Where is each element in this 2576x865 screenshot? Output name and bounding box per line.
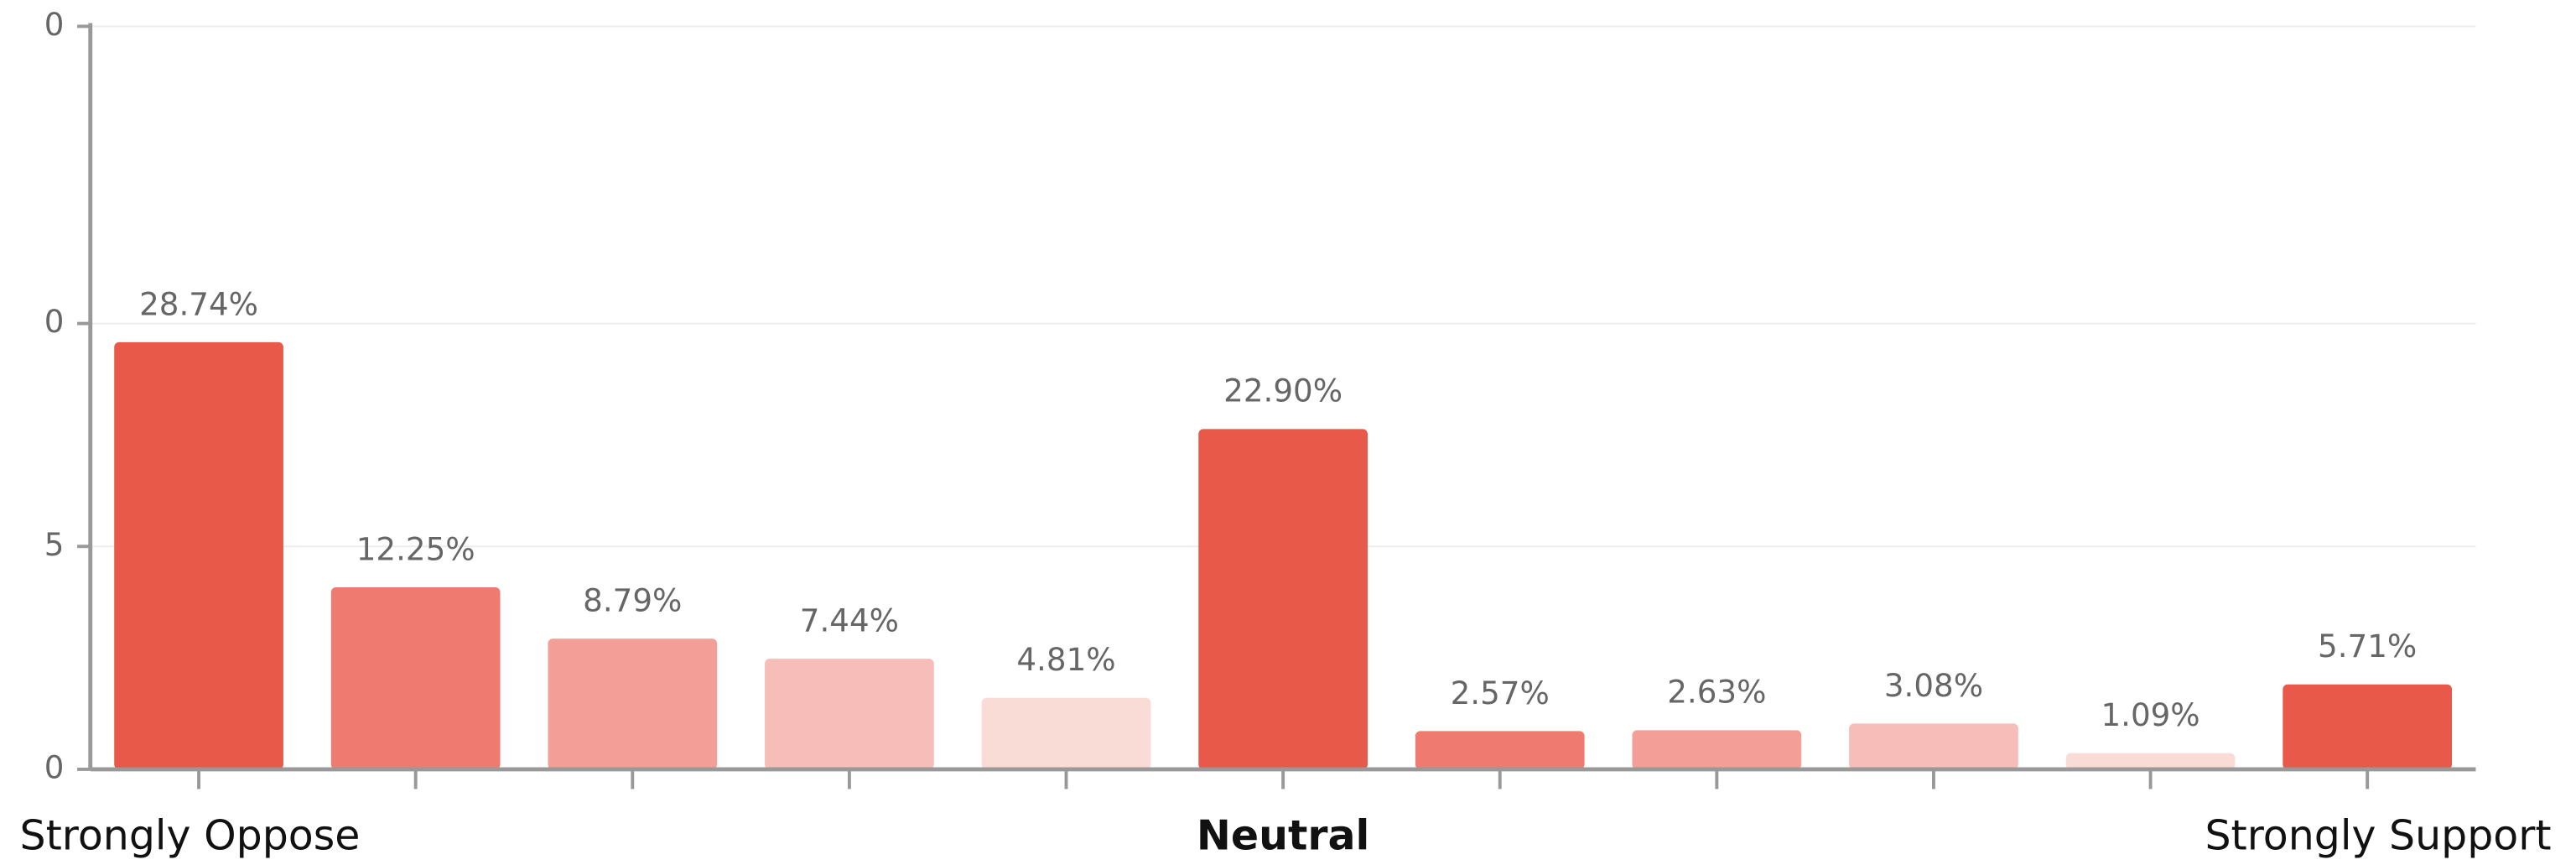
x-tick-label: Strongly Support	[2205, 812, 2551, 860]
value-label: 7.44%	[800, 602, 899, 639]
bar	[2065, 753, 2236, 769]
y-tick-label: 0	[44, 6, 65, 43]
bar	[330, 586, 501, 769]
bar	[981, 697, 1151, 769]
value-label: 4.81%	[1016, 641, 1115, 678]
bar	[2283, 684, 2453, 769]
x-tick-label: Strongly Oppose	[20, 812, 361, 860]
value-label: 22.90%	[1223, 373, 1343, 409]
y-tick-label: 0	[44, 303, 65, 340]
value-label: 2.57%	[1451, 675, 1550, 711]
bar	[1849, 723, 2018, 769]
x-tick-label: Neutral	[1197, 812, 1369, 860]
bar	[1198, 429, 1368, 769]
value-label: 3.08%	[1884, 667, 1983, 704]
bar	[1415, 731, 1585, 769]
value-label: 2.63%	[1667, 674, 1766, 711]
y-tick-label: 0	[44, 748, 65, 785]
value-label: 8.79%	[583, 582, 682, 619]
bar	[548, 638, 718, 769]
value-label: 12.25%	[356, 530, 475, 567]
bar	[114, 341, 283, 769]
bar	[1632, 730, 1802, 769]
value-label: 5.71%	[2318, 628, 2417, 664]
y-tick-label: 5	[44, 526, 65, 563]
bar	[765, 659, 934, 769]
value-label: 1.09%	[2101, 696, 2199, 733]
value-label: 28.74%	[139, 285, 258, 322]
